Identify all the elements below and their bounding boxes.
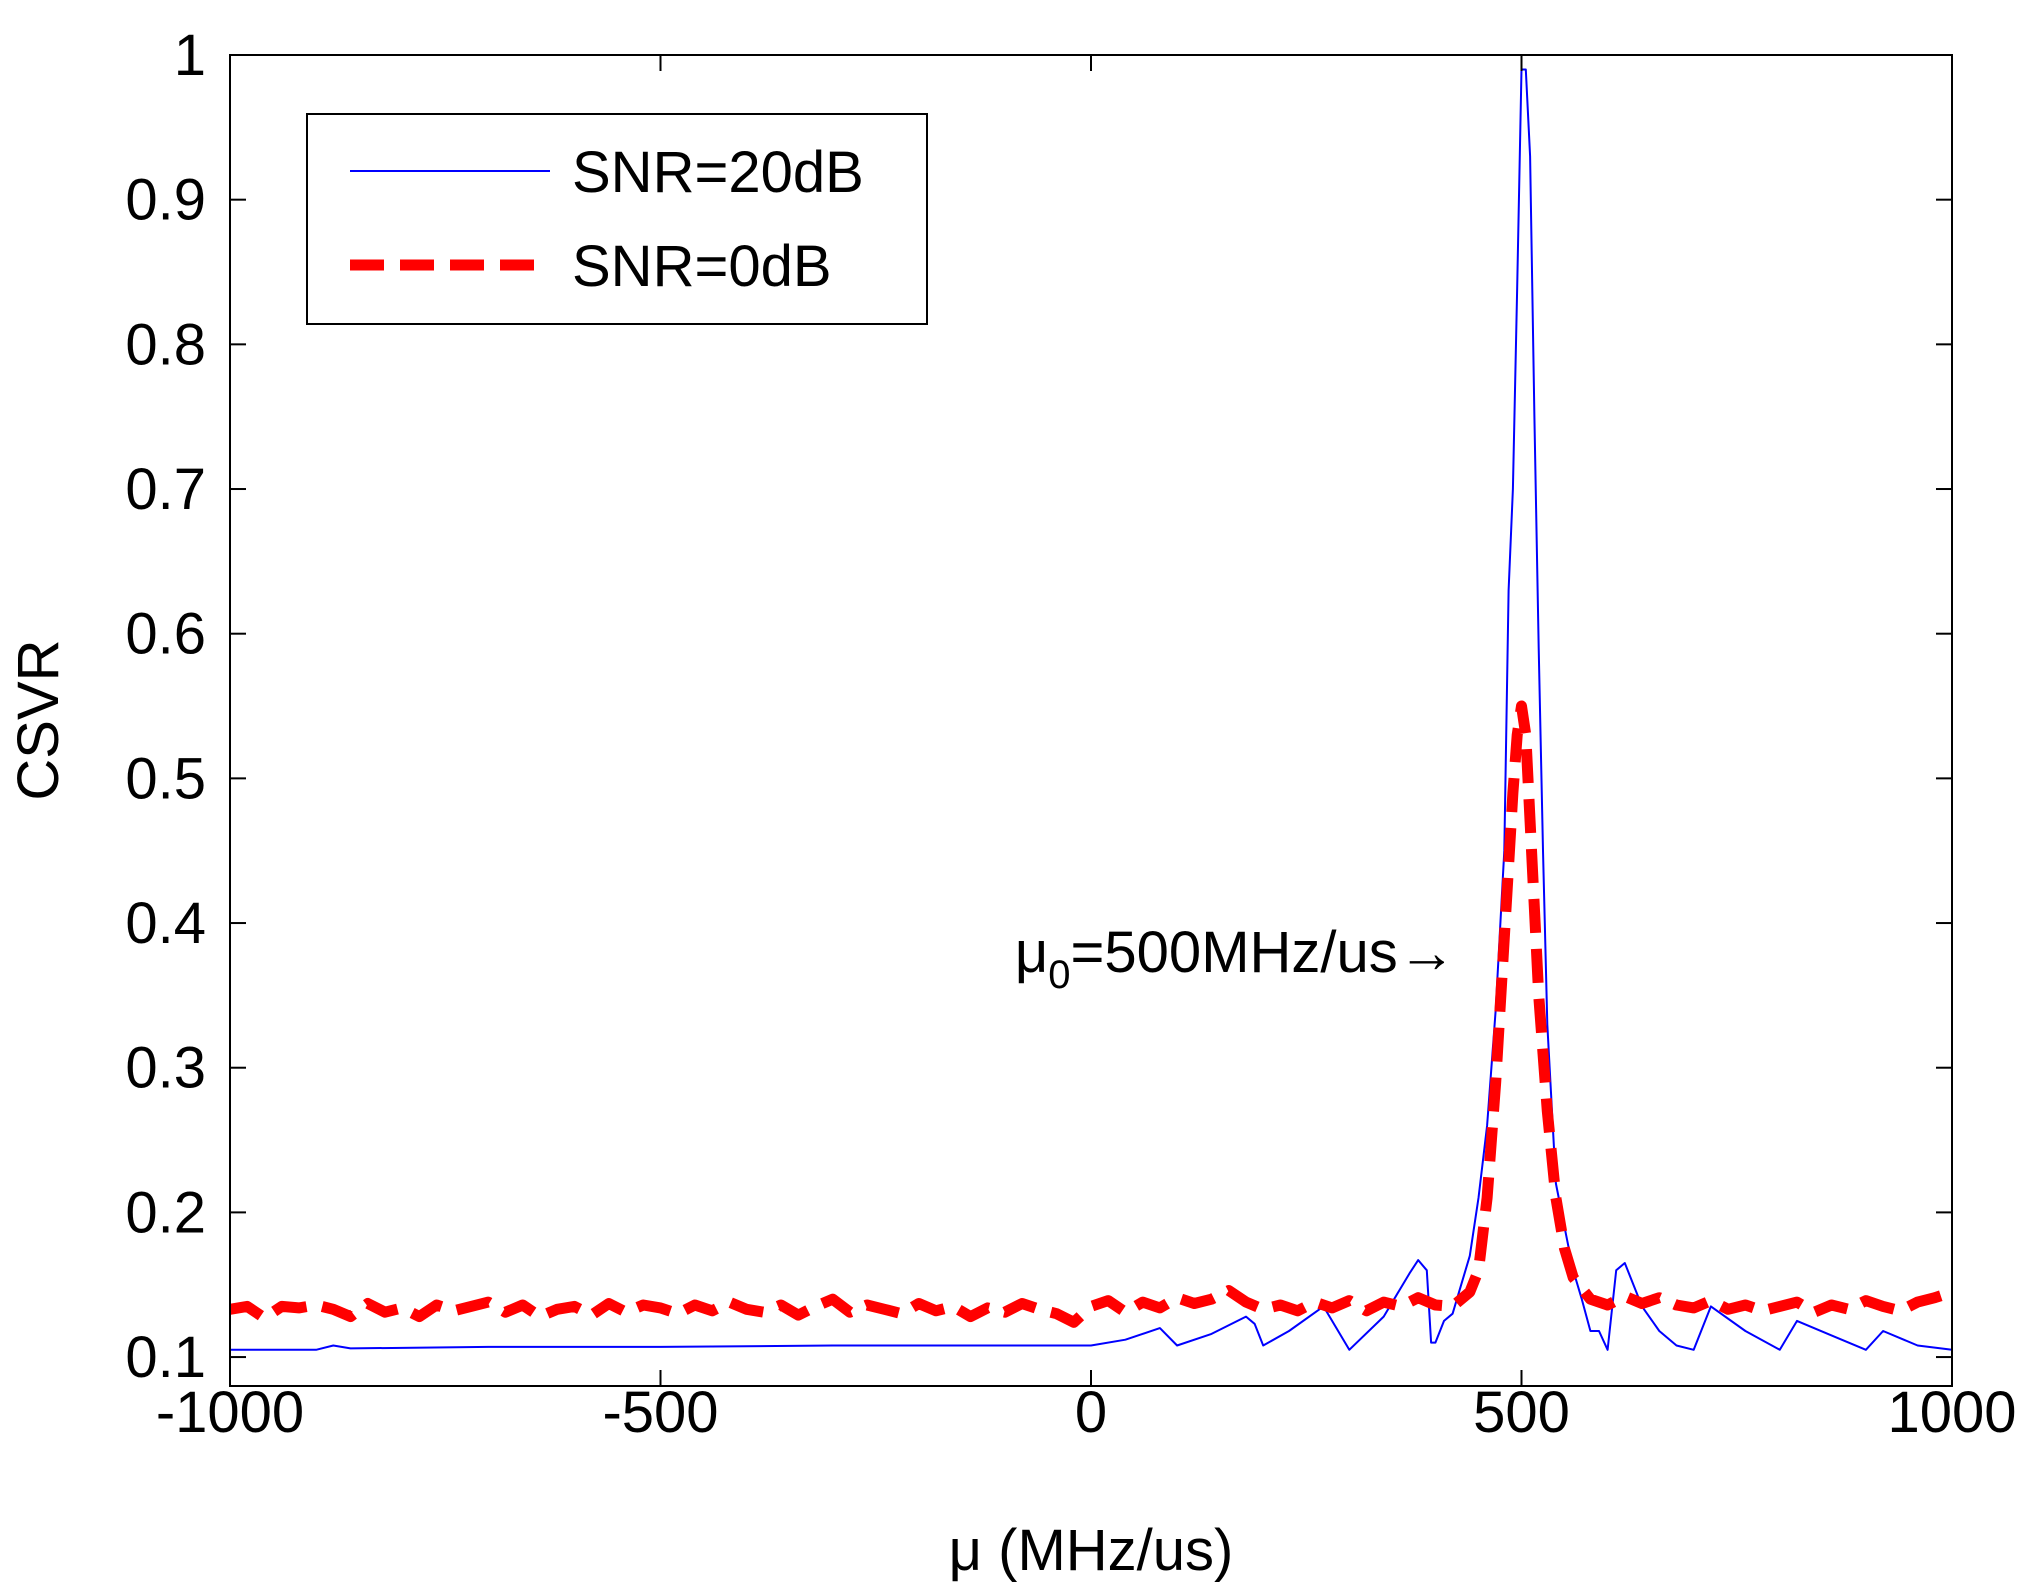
x-tick-label: -500 — [602, 1380, 718, 1445]
x-axis-mu-symbol: μ — [949, 1518, 982, 1583]
y-tick-label: 0.6 — [125, 602, 206, 667]
y-tick-label: 0.7 — [125, 457, 206, 522]
x-tick-label: 500 — [1473, 1380, 1570, 1445]
series-line-1 — [229, 700, 1954, 1328]
y-tick-label: 0.8 — [125, 312, 206, 377]
ticks-layer: -1000 -500 0 500 1000 0.1 0.2 0.3 0.4 0.5 0.6 0.7 0.… — [125, 23, 2016, 1445]
annotation-subscript: 0 — [1048, 953, 1070, 997]
legend: SNR=20dB SNR=0dB — [306, 113, 928, 325]
y-axis-title: CSVR — [6, 639, 71, 800]
y-tick-label: 0.1 — [125, 1325, 206, 1390]
y-tick-label: 0.3 — [125, 1036, 206, 1101]
x-axis-title: μ (MHz/us) — [949, 1518, 1234, 1583]
x-tick-label: 0 — [1075, 1380, 1107, 1445]
x-tick-label: 1000 — [1887, 1380, 2016, 1445]
series-layer — [229, 68, 1954, 1351]
annotation-arrow: → — [1398, 920, 1456, 985]
annotation-mu: μ — [1015, 920, 1048, 985]
y-tick-label: 1 — [174, 23, 206, 88]
x-tick-label: -1000 — [156, 1380, 304, 1445]
legend-label-snr0: SNR=0dB — [572, 234, 832, 299]
legend-label-snr20: SNR=20dB — [572, 140, 864, 205]
y-tick-label: 0.2 — [125, 1180, 206, 1245]
y-tick-label: 0.5 — [125, 746, 206, 811]
x-axis-unit: (MHz/us) — [982, 1518, 1233, 1583]
legend-box — [306, 113, 928, 325]
y-tick-label: 0.9 — [125, 168, 206, 233]
annotation-text: =500MHz/us — [1071, 920, 1398, 985]
peak-annotation: μ0=500MHz/us→ — [1015, 920, 1456, 997]
y-tick-label: 0.4 — [125, 891, 206, 956]
